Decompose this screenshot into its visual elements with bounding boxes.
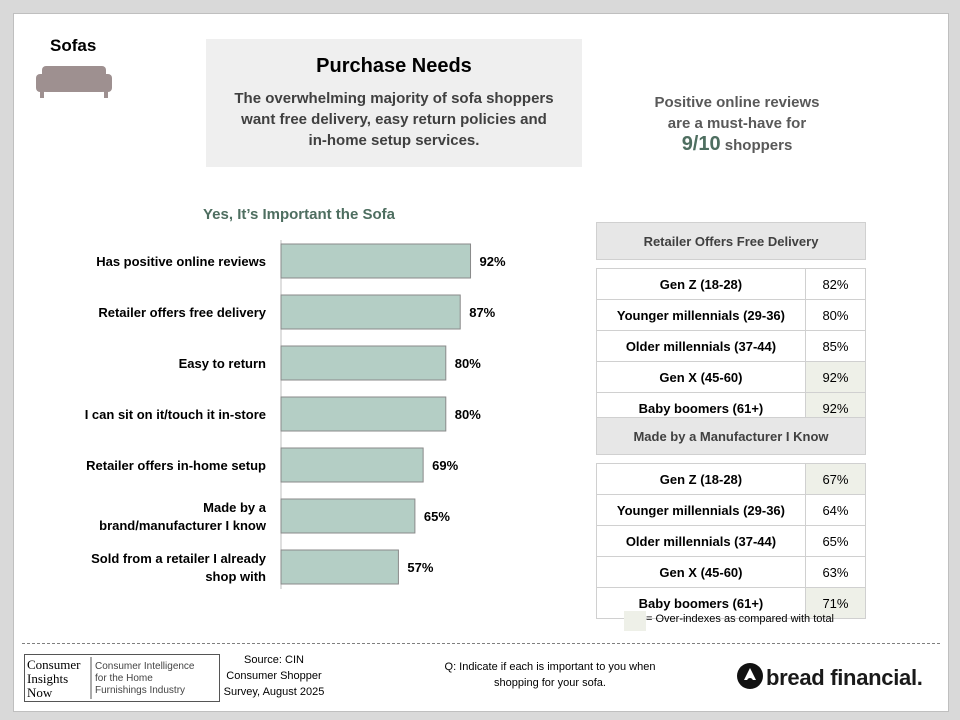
table-row: Older millennials (37-44) 85% bbox=[596, 330, 867, 362]
footer-divider bbox=[22, 643, 940, 644]
row-value: 65% bbox=[804, 525, 867, 557]
legend-swatch bbox=[624, 611, 646, 631]
header-subtitle: The overwhelming majority of sofa shoppe… bbox=[234, 90, 554, 149]
chart-title: Yes, It’s Important the Sofa bbox=[203, 206, 395, 223]
row-label: Baby boomers (61+) bbox=[596, 587, 806, 619]
callout: Positive online reviews are a must-have … bbox=[626, 92, 848, 156]
table-header: Retailer Offers Free Delivery bbox=[596, 222, 866, 260]
row-label: Older millennials (37-44) bbox=[596, 525, 806, 557]
table-row: Gen Z (18-28) 67% bbox=[596, 463, 867, 495]
category-label: I can sit on it/touch it in-store bbox=[85, 407, 266, 422]
table-row: Younger millennials (29-36) 64% bbox=[596, 494, 867, 526]
row-label: Younger millennials (29-36) bbox=[596, 299, 806, 331]
table-manufacturer: Made by a Manufacturer I Know Gen Z (18-2… bbox=[596, 417, 867, 619]
row-label: Older millennials (37-44) bbox=[596, 330, 806, 362]
row-label: Younger millennials (29-36) bbox=[596, 494, 806, 526]
table-free-delivery: Retailer Offers Free Delivery Gen Z (18-2… bbox=[596, 222, 867, 424]
bread-financial-logo-text: bread financial. bbox=[766, 665, 923, 690]
header-box: Purchase Needs The overwhelming majority… bbox=[206, 39, 582, 167]
row-value: 64% bbox=[804, 494, 867, 526]
category-label: Retailer offers in-home setup bbox=[86, 458, 266, 473]
row-value: 82% bbox=[804, 268, 867, 300]
category-title: Sofas bbox=[50, 36, 97, 55]
table-row: Gen X (45-60) 63% bbox=[596, 556, 867, 588]
bar-value-label: 92% bbox=[480, 254, 506, 269]
bread-financial-icon bbox=[737, 663, 763, 689]
table-row: Gen X (45-60) 92% bbox=[596, 361, 867, 393]
table-row: Baby boomers (61+) 71% bbox=[596, 587, 867, 619]
svg-text:Now: Now bbox=[27, 685, 53, 700]
sofa-icon bbox=[36, 66, 112, 98]
row-value: 63% bbox=[804, 556, 867, 588]
bar-value-label: 87% bbox=[469, 305, 495, 320]
category-label: brand/manufacturer I know bbox=[99, 518, 267, 533]
bar bbox=[280, 549, 399, 585]
row-value: 67% bbox=[804, 463, 867, 495]
question-text: Q: Indicate if each is important to you … bbox=[444, 661, 656, 689]
callout-highlight: 9/10 bbox=[681, 133, 721, 155]
row-value: 80% bbox=[804, 299, 867, 331]
row-label: Gen Z (18-28) bbox=[596, 463, 806, 495]
table-header: Made by a Manufacturer I Know bbox=[596, 417, 866, 455]
category-label: Sold from a retailer I already bbox=[91, 551, 267, 566]
svg-text:Insights: Insights bbox=[27, 671, 68, 686]
row-label: Gen X (45-60) bbox=[596, 556, 806, 588]
callout-line3: shoppers bbox=[724, 137, 793, 154]
bar bbox=[280, 447, 424, 483]
table-row: Older millennials (37-44) 65% bbox=[596, 525, 867, 557]
category-label: Made by a bbox=[203, 500, 267, 515]
legend-text: = Over-indexes as compared with total bbox=[646, 613, 835, 625]
bar-value-label: 65% bbox=[424, 509, 450, 524]
category-label: Retailer offers free delivery bbox=[98, 305, 266, 320]
category-label: Has positive online reviews bbox=[96, 254, 266, 269]
header-title: Purchase Needs bbox=[316, 55, 472, 77]
bar bbox=[280, 243, 472, 279]
row-value: 92% bbox=[804, 361, 867, 393]
table-spacer bbox=[597, 260, 866, 269]
bar bbox=[280, 396, 447, 432]
bar-chart: 92% Has positive online reviews 87% Retaile… bbox=[85, 240, 506, 589]
source-text: Source: CIN Consumer Shopper Survey, Aug… bbox=[223, 654, 325, 698]
svg-text:Consumer Intelligence: Consumer Intelligence bbox=[95, 661, 195, 672]
svg-text:Furnishings Industry: Furnishings Industry bbox=[95, 685, 185, 696]
category-label: Easy to return bbox=[179, 356, 266, 371]
bar bbox=[280, 345, 447, 381]
slide: Sofas Purchase Needs The overwhelming ma… bbox=[13, 13, 949, 712]
cin-logo: Consumer Insights Now Consumer Intellige… bbox=[24, 654, 220, 702]
bar bbox=[280, 294, 461, 330]
bar-value-label: 57% bbox=[407, 560, 433, 575]
callout-line1: Positive online reviews bbox=[654, 94, 820, 111]
table-row: Gen Z (18-28) 82% bbox=[596, 268, 867, 300]
bar bbox=[280, 498, 416, 534]
row-label: Gen Z (18-28) bbox=[596, 268, 806, 300]
svg-text:for the Home: for the Home bbox=[95, 673, 153, 684]
row-value: 71% bbox=[804, 587, 867, 619]
row-label: Gen X (45-60) bbox=[596, 361, 806, 393]
svg-text:Consumer: Consumer bbox=[27, 657, 81, 672]
bar-value-label: 69% bbox=[432, 458, 458, 473]
bar-value-label: 80% bbox=[455, 356, 481, 371]
bar-value-label: 80% bbox=[455, 407, 481, 422]
callout-line2: are a must-have for bbox=[667, 115, 807, 132]
category-label: shop with bbox=[205, 569, 266, 584]
row-value: 85% bbox=[804, 330, 867, 362]
table-row: Younger millennials (29-36) 80% bbox=[596, 299, 867, 331]
table-spacer bbox=[597, 455, 866, 464]
